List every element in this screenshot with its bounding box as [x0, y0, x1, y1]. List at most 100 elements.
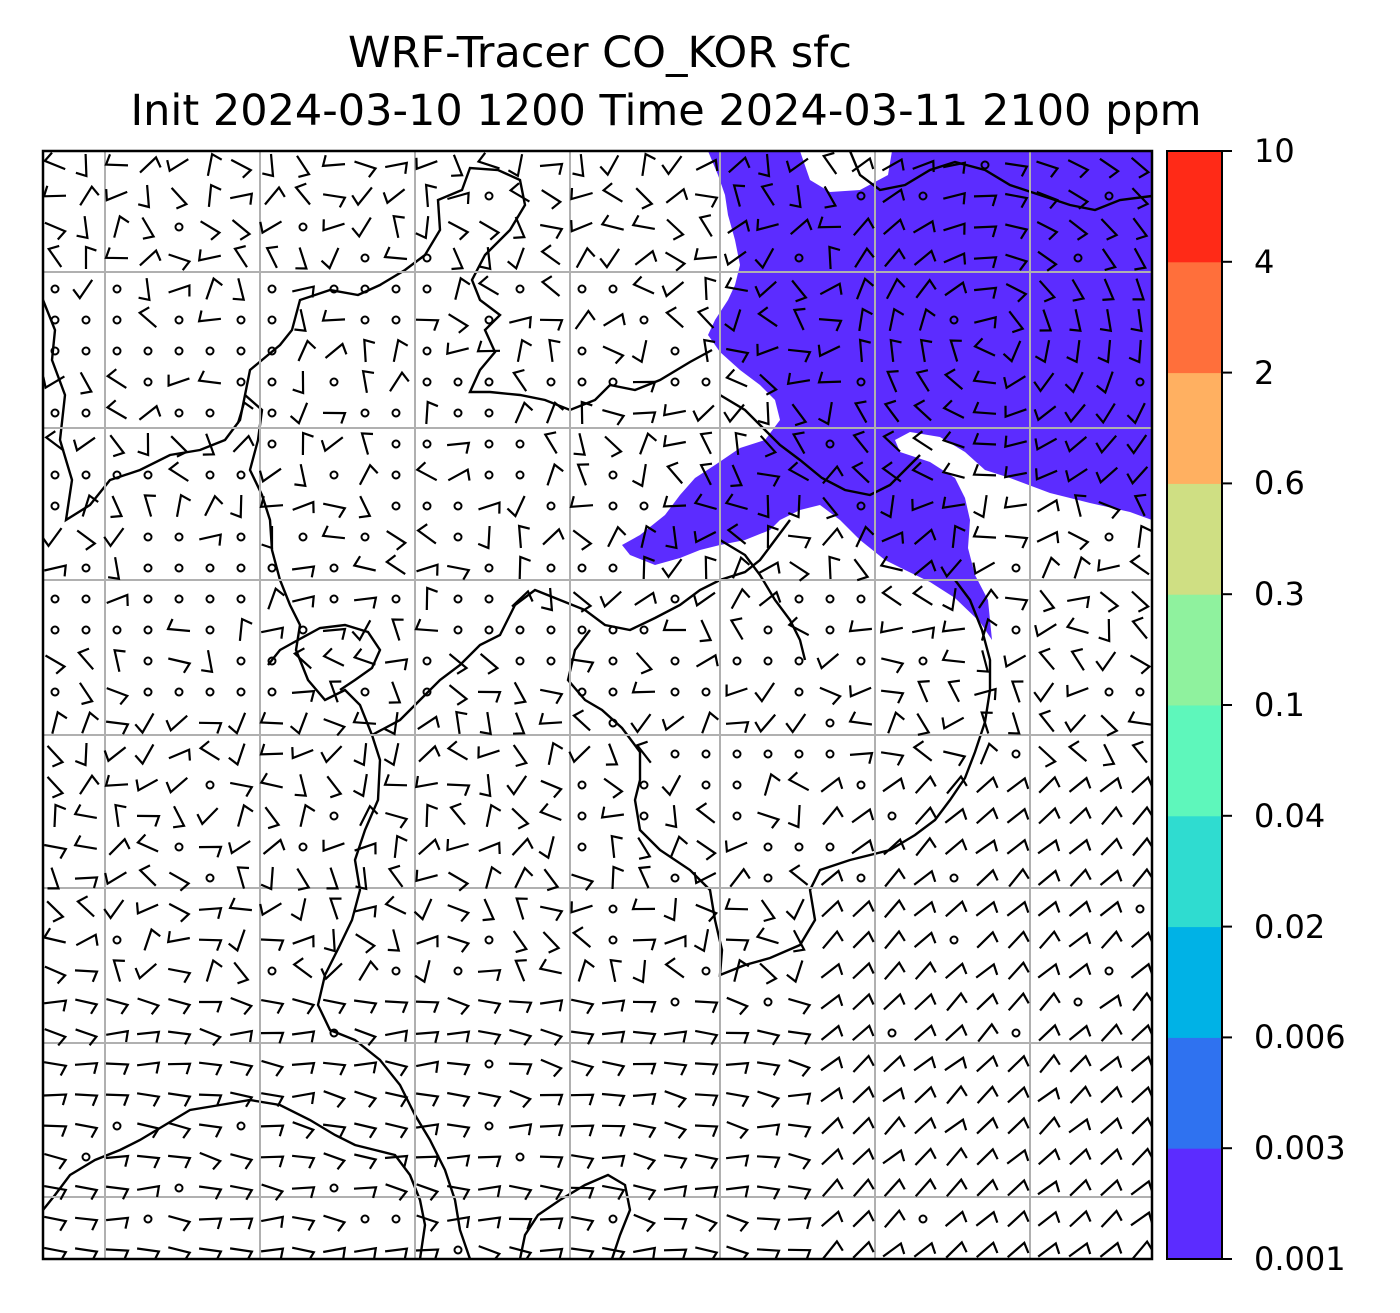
calm-wind-marker	[484, 1059, 494, 1069]
wind-barb	[973, 337, 996, 357]
wind-barb	[724, 898, 749, 911]
wind-barb	[1006, 1148, 1030, 1165]
calm-wind-marker	[360, 408, 370, 418]
wind-barb	[44, 221, 67, 241]
calm-wind-marker	[856, 780, 866, 790]
wind-barb	[228, 929, 246, 953]
wind-barb	[414, 960, 431, 984]
calm-wind-marker	[825, 749, 835, 759]
map-title: WRF-Tracer CO_KOR sfc	[348, 28, 852, 78]
wind-barb	[1099, 900, 1123, 917]
wind-barb	[1130, 1210, 1152, 1227]
wind-barb	[754, 280, 777, 299]
wind-barb	[695, 653, 719, 668]
wind-barb	[205, 276, 223, 300]
wind-barb	[943, 750, 967, 767]
wind-barb	[763, 772, 781, 796]
calm-wind-marker	[670, 687, 680, 697]
wind-barb	[322, 839, 345, 853]
wind-barb	[632, 959, 647, 984]
wind-barb	[695, 903, 719, 923]
wind-barb	[883, 837, 906, 856]
wind-barb	[446, 740, 469, 761]
wind-barb	[540, 244, 561, 266]
calm-wind-marker	[81, 563, 91, 573]
calm-wind-marker	[453, 532, 463, 542]
calm-wind-marker	[453, 408, 463, 418]
wind-barb	[78, 682, 94, 706]
wind-barb	[540, 779, 563, 799]
wind-barb	[723, 250, 747, 267]
wind-barb	[105, 1216, 130, 1229]
wind-barb	[202, 433, 216, 456]
wind-barb	[1095, 403, 1116, 425]
wind-barb	[323, 1214, 347, 1232]
wind-barb	[1130, 156, 1151, 179]
wind-barb	[353, 1061, 378, 1074]
wind-barb	[292, 500, 315, 514]
wind-barb	[972, 370, 997, 385]
calm-wind-marker	[577, 563, 587, 573]
wind-barb	[447, 467, 471, 482]
calm-wind-marker	[174, 222, 184, 232]
wind-barb	[1126, 434, 1148, 455]
wind-barb	[384, 1000, 409, 1014]
wind-barb	[351, 186, 373, 207]
wind-barb	[975, 962, 999, 979]
wind-barb	[328, 680, 342, 703]
wind-barb	[382, 188, 406, 205]
wind-barb	[817, 401, 833, 426]
calm-wind-marker	[608, 718, 618, 728]
wind-barb	[942, 161, 967, 174]
calm-wind-marker	[608, 563, 618, 573]
wind-barb	[852, 1054, 875, 1073]
wind-barb	[509, 1089, 533, 1109]
wind-barb	[320, 247, 340, 270]
wind-barb	[168, 871, 191, 892]
calm-wind-marker	[577, 377, 587, 387]
wind-barb	[1131, 740, 1148, 764]
wind-barb	[943, 222, 966, 235]
wind-barb	[46, 776, 65, 799]
wind-barb	[539, 318, 564, 331]
wind-barb	[576, 463, 590, 486]
calm-wind-marker	[391, 439, 401, 449]
calm-wind-marker	[50, 594, 60, 604]
calm-wind-marker	[81, 1152, 91, 1162]
wind-barb	[538, 712, 563, 725]
wind-barb	[1099, 869, 1123, 886]
wind-barb	[820, 993, 844, 1010]
wind-barb	[853, 558, 870, 582]
wind-barb	[1036, 221, 1059, 241]
calm-wind-marker	[577, 780, 587, 790]
calm-wind-marker	[391, 315, 401, 325]
wind-barb	[786, 372, 811, 386]
wind-barb	[540, 1028, 564, 1046]
wind-barb	[418, 744, 441, 763]
calm-wind-marker	[701, 687, 711, 697]
calm-wind-marker	[484, 191, 494, 201]
calm-wind-marker	[329, 594, 339, 604]
calm-wind-marker	[701, 749, 711, 759]
wind-barb	[634, 249, 658, 266]
wind-barb	[609, 958, 622, 983]
wind-barb	[135, 778, 159, 793]
wind-barb	[1006, 900, 1030, 917]
wind-barb	[725, 720, 750, 734]
calm-wind-marker	[484, 563, 494, 573]
wind-barb	[1008, 712, 1021, 735]
calm-wind-marker	[1104, 966, 1114, 976]
wind-barb	[913, 249, 937, 266]
wind-barb	[754, 247, 775, 270]
wind-barb	[822, 805, 844, 826]
calm-wind-marker	[236, 656, 246, 666]
wind-barb	[477, 746, 500, 759]
wind-barb	[817, 344, 841, 358]
wind-barb	[1039, 309, 1053, 332]
wind-barb	[139, 155, 162, 174]
wind-barb	[1131, 590, 1150, 613]
wind-barb	[941, 431, 965, 449]
wind-barb	[1095, 434, 1118, 455]
wind-barb	[1004, 162, 1029, 177]
calm-wind-marker	[391, 470, 401, 480]
